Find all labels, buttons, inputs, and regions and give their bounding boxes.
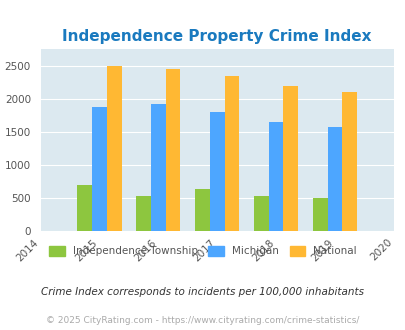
Bar xyxy=(151,104,165,231)
Bar xyxy=(268,122,283,231)
Bar xyxy=(195,189,209,231)
Bar xyxy=(136,196,151,231)
Legend: Independence Township, Michigan, National: Independence Township, Michigan, Nationa… xyxy=(45,242,360,260)
Text: Crime Index corresponds to incidents per 100,000 inhabitants: Crime Index corresponds to incidents per… xyxy=(41,287,364,297)
Bar xyxy=(209,112,224,231)
Bar xyxy=(312,198,327,231)
Bar xyxy=(327,127,341,231)
Bar xyxy=(92,107,107,231)
Bar xyxy=(77,185,92,231)
Bar xyxy=(165,69,180,231)
Title: Independence Property Crime Index: Independence Property Crime Index xyxy=(62,29,371,44)
Bar xyxy=(283,86,297,231)
Bar xyxy=(341,92,356,231)
Bar xyxy=(107,66,121,231)
Bar xyxy=(224,76,239,231)
Bar xyxy=(254,196,268,231)
Text: © 2025 CityRating.com - https://www.cityrating.com/crime-statistics/: © 2025 CityRating.com - https://www.city… xyxy=(46,316,359,325)
